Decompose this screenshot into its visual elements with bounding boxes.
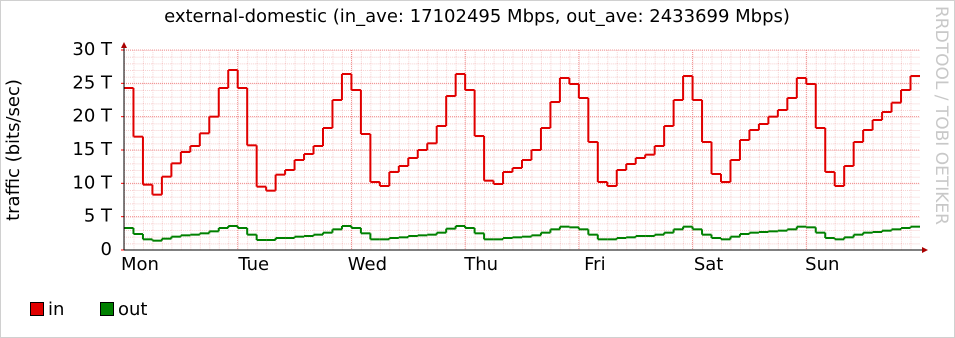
x-tick-label: Tue <box>237 254 269 275</box>
x-tick-label: Fri <box>584 254 605 275</box>
x-tick-label: Thu <box>463 254 498 275</box>
legend-label: in <box>48 299 64 320</box>
x-tick-label: Sat <box>694 254 724 275</box>
x-arrow <box>922 247 928 253</box>
x-tick-label: Mon <box>121 254 159 275</box>
y-axis-label: traffic (bits/sec) <box>3 79 24 221</box>
y-tick-label: 5 T <box>84 206 113 227</box>
chart-title: external-domestic (in_ave: 17102495 Mbps… <box>164 6 790 27</box>
legend: in out <box>30 299 147 320</box>
y-arrow <box>121 42 127 48</box>
x-tick-label: Wed <box>348 254 387 275</box>
legend-swatch <box>100 302 114 316</box>
legend-swatch <box>30 302 44 316</box>
legend-label: out <box>118 299 147 320</box>
y-tick-label: 25 T <box>72 72 113 93</box>
y-tick-label: 0 <box>101 239 112 260</box>
y-tick-label: 15 T <box>72 139 113 160</box>
watermark: RRDTOOL / TOBI OETIKER <box>931 6 951 225</box>
y-tick-label: 30 T <box>72 39 113 60</box>
y-tick-label: 20 T <box>72 106 113 127</box>
x-tick-label: Sun <box>805 254 839 275</box>
plot <box>121 49 920 251</box>
y-tick-label: 10 T <box>72 172 113 193</box>
